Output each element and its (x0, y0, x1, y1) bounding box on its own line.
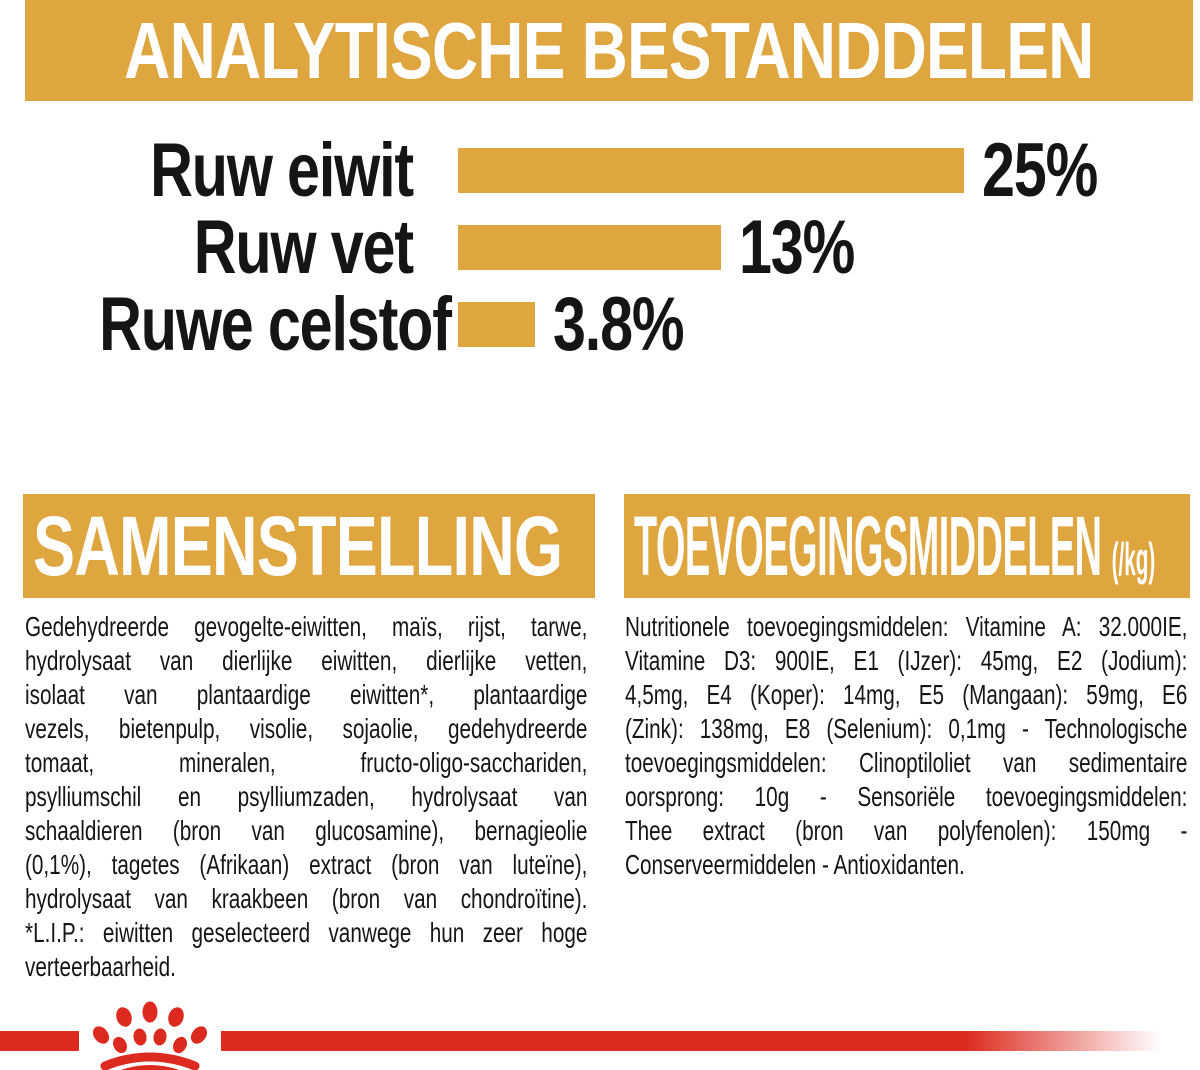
bar-label-wrap: Ruw vet (0, 204, 414, 291)
brand-stripe-left (0, 1031, 79, 1051)
additives-text-column: Nutritionele toevoegingsmiddelen: Vitami… (625, 610, 1187, 882)
text-line: psylliumschil en psylliumzaden, hydrolys… (25, 781, 588, 812)
text-line: schaaldieren (bron van glucosamine), ber… (25, 815, 588, 846)
text-line: verteerbaarheid. (25, 951, 176, 982)
additives-title-main: TOEVOEGINGSMIDDELEN (634, 498, 1102, 593)
bar-label: Ruwe celstof (99, 281, 452, 367)
text-line: *L.I.P.: eiwitten geselecteerd vanwege h… (25, 917, 588, 948)
text-line: isolaat van plantaardige eiwitten*, plan… (25, 679, 588, 710)
text-line: Thee extract (bron van polyfenolen): 150… (625, 815, 1188, 846)
text-line: oorsprong: 10g - Sensoriële toevoegingsm… (625, 781, 1188, 812)
bar-label: Ruw eiwit (150, 127, 414, 213)
text-line: hydrolysaat van dierlijke eiwitten, dier… (25, 645, 588, 676)
bar-row-crude-fibre: Ruwe celstof 3.8% (0, 282, 1200, 367)
bar-crude-fat (458, 224, 721, 270)
text-line: Gedehydreerde gevogelte-eiwitten, maïs, … (25, 611, 588, 642)
additives-title-unit: (/kg) (1111, 532, 1156, 585)
bar-label: Ruw vet (193, 204, 414, 290)
bar-crude-protein (458, 147, 964, 193)
text-line: Conserveermiddelen - Antioxidanten. (625, 849, 965, 880)
bar-value: 13% (739, 204, 855, 290)
text-line: Nutritionele toevoegingsmiddelen: Vitami… (625, 611, 1188, 642)
bar-value-wrap: 3.8% (553, 281, 720, 368)
text-line: (Zink): 138mg, E8 (Selenium): 0,1mg - Te… (625, 713, 1188, 744)
text-line: (0,1%), tagetes (Afrikaan) extract (bron… (25, 849, 588, 880)
text-line: toevoegingsmiddelen: Clinoptiloliet van … (625, 747, 1188, 778)
bar-label-wrap: Ruw eiwit (0, 127, 414, 214)
bar-row-crude-protein: Ruw eiwit 25% (0, 128, 1200, 213)
additives-title: TOEVOEGINGSMIDDELEN (/kg) (634, 498, 1155, 595)
bar-value-wrap: 25% (982, 127, 1130, 214)
composition-text-column: Gedehydreerde gevogelte-eiwitten, maïs, … (25, 610, 587, 984)
bar-value-wrap: 13% (739, 204, 887, 291)
bar-label-wrap: Ruwe celstof (0, 281, 452, 368)
analytical-constituents-banner: ANALYTISCHE BESTANDDELEN (25, 0, 1193, 101)
composition-title: SAMENSTELLING (33, 498, 563, 593)
text-line: vezels, bietenpulp, visolie, sojaolie, g… (25, 713, 588, 744)
additives-header: TOEVOEGINGSMIDDELEN (/kg) (624, 494, 1190, 598)
bar-value: 3.8% (553, 281, 685, 367)
text-line: hydrolysaat van kraakbeen (bron van chon… (25, 883, 588, 914)
bar-crude-fibre (458, 301, 535, 347)
text-line: tomaat, mineralen, fructo-oligo-sacchari… (25, 747, 588, 778)
brand-stripe-right (221, 1031, 1200, 1051)
banner-title: ANALYTISCHE BESTANDDELEN (124, 5, 1094, 95)
bar-row-crude-fat: Ruw vet 13% (0, 205, 1200, 290)
composition-header: SAMENSTELLING (23, 494, 595, 598)
additives-text: Nutritionele toevoegingsmiddelen: Vitami… (625, 610, 1187, 882)
royal-canin-crown-paw-icon (92, 1001, 208, 1070)
text-line: 4,5mg, E4 (Koper): 14mg, E5 (Mangaan): 5… (625, 679, 1188, 710)
bar-value: 25% (982, 127, 1098, 213)
text-line: Vitamine D3: 900IE, E1 (IJzer): 45mg, E2… (625, 645, 1188, 676)
composition-text: Gedehydreerde gevogelte-eiwitten, maïs, … (25, 610, 587, 984)
